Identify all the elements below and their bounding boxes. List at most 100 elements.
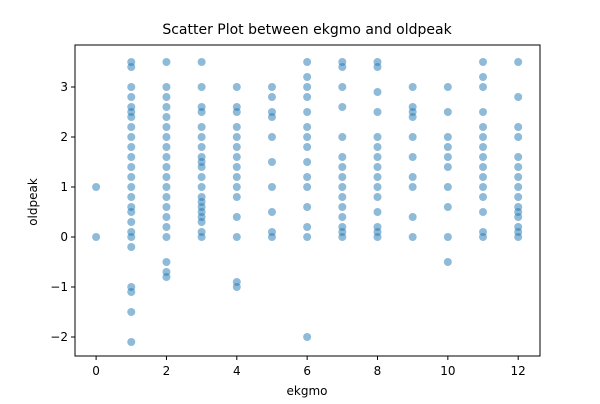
point (232, 213, 241, 221)
point (127, 288, 136, 296)
point (443, 143, 452, 151)
point (408, 113, 417, 121)
point (479, 183, 488, 191)
point (479, 193, 488, 201)
point (303, 108, 312, 116)
x-tick-label: 0 (92, 364, 100, 378)
point (303, 333, 312, 341)
point (443, 233, 452, 241)
point (232, 163, 241, 171)
point (479, 58, 488, 66)
point (373, 108, 382, 116)
point (197, 108, 206, 116)
point (127, 308, 136, 316)
point (232, 153, 241, 161)
point (197, 173, 206, 181)
plot-frame (74, 44, 541, 357)
point (197, 163, 206, 171)
point (373, 88, 382, 96)
point (162, 123, 171, 131)
point (127, 218, 136, 226)
point (232, 233, 241, 241)
point (303, 133, 312, 141)
point (267, 83, 276, 91)
point (162, 173, 171, 181)
point (338, 103, 347, 111)
point (232, 183, 241, 191)
point (514, 183, 523, 191)
point (303, 173, 312, 181)
point (408, 173, 417, 181)
point (338, 153, 347, 161)
point (127, 193, 136, 201)
point (443, 133, 452, 141)
point (162, 273, 171, 281)
point (267, 93, 276, 101)
point (127, 183, 136, 191)
point (162, 83, 171, 91)
point (162, 258, 171, 266)
point (338, 163, 347, 171)
point (408, 153, 417, 161)
y-tick-label: 2 (60, 130, 68, 144)
point (303, 123, 312, 131)
point (162, 93, 171, 101)
point (127, 133, 136, 141)
point (479, 173, 488, 181)
point (92, 183, 101, 191)
point (373, 208, 382, 216)
y-tick-label: 3 (60, 80, 68, 94)
point (373, 153, 382, 161)
point (267, 208, 276, 216)
point (197, 58, 206, 66)
x-tick-label: 6 (303, 364, 311, 378)
point (162, 58, 171, 66)
point (162, 223, 171, 231)
point (338, 203, 347, 211)
point (197, 183, 206, 191)
point (479, 153, 488, 161)
point (162, 183, 171, 191)
point (197, 143, 206, 151)
point (162, 103, 171, 111)
y-axis-label: oldpeak (26, 178, 40, 226)
point (127, 243, 136, 251)
point (232, 108, 241, 116)
point (197, 133, 206, 141)
point (162, 113, 171, 121)
point (408, 213, 417, 221)
point (338, 173, 347, 181)
point (303, 223, 312, 231)
point (373, 63, 382, 71)
point (338, 83, 347, 91)
point (162, 213, 171, 221)
point (127, 143, 136, 151)
point (514, 93, 523, 101)
point (303, 233, 312, 241)
point (162, 193, 171, 201)
point (373, 143, 382, 151)
point (408, 233, 417, 241)
y-tick-label: 1 (60, 180, 68, 194)
point (162, 143, 171, 151)
point (232, 123, 241, 131)
point (127, 173, 136, 181)
point (267, 158, 276, 166)
point (127, 208, 136, 216)
point (197, 218, 206, 226)
point (127, 153, 136, 161)
point (338, 133, 347, 141)
y-tick-label: −1 (50, 280, 68, 294)
point (127, 123, 136, 131)
y-tick-label: −2 (50, 330, 68, 344)
point (197, 83, 206, 91)
point (162, 163, 171, 171)
point (443, 183, 452, 191)
point (443, 203, 452, 211)
point (514, 193, 523, 201)
x-tick-label: 2 (163, 364, 171, 378)
point (514, 213, 523, 221)
point (479, 208, 488, 216)
point (338, 63, 347, 71)
